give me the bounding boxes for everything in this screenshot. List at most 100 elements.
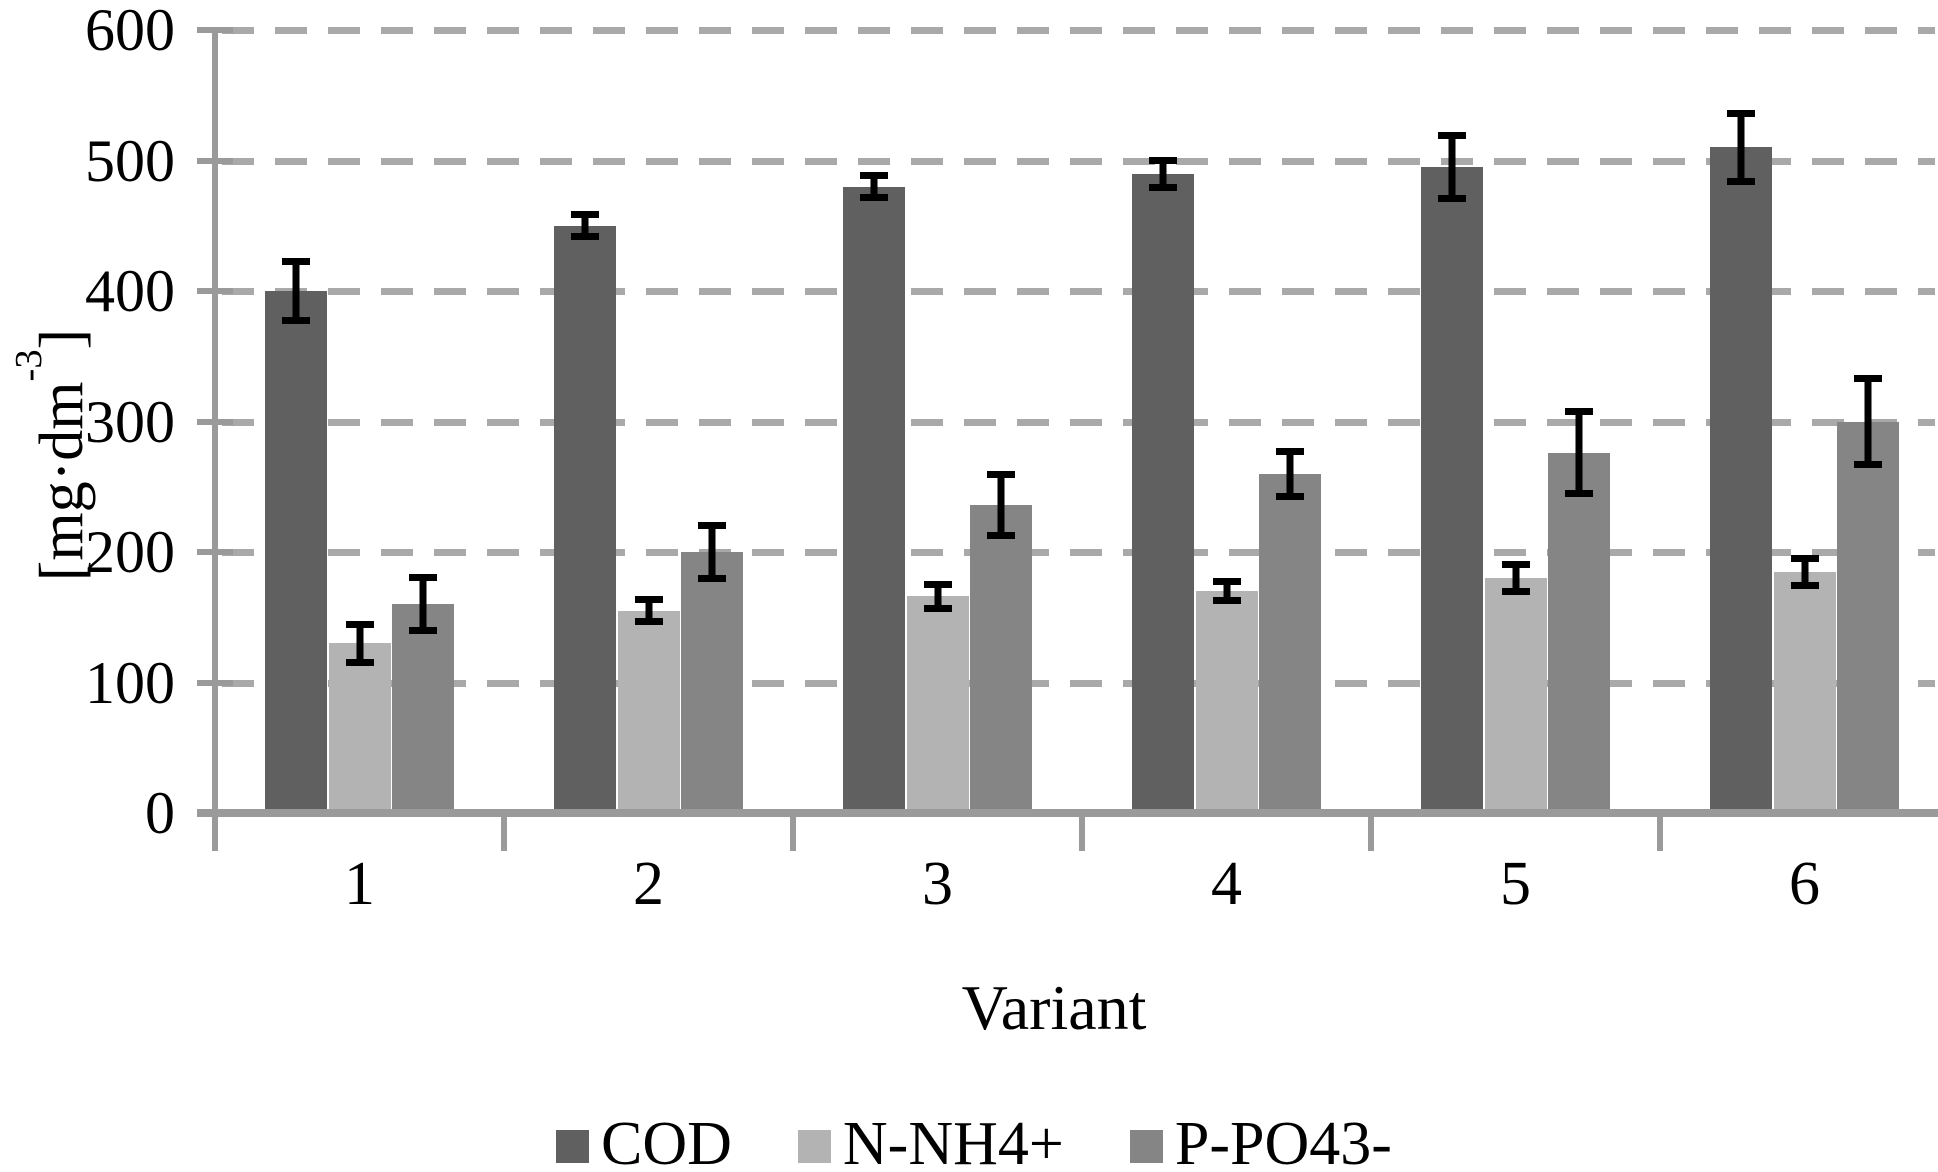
error-bar-p-po43--variant-1	[406, 574, 440, 635]
y-tick-label: 600	[85, 0, 175, 63]
error-bar-cap	[409, 627, 437, 635]
error-bar-cap	[698, 521, 726, 529]
error-bar-cap	[1149, 156, 1177, 164]
legend-label-n-nh4: N-NH4+	[842, 1110, 1064, 1172]
bar-p-po43--variant-5	[1548, 452, 1610, 813]
bar-n-nh4+-variant-2	[617, 610, 680, 813]
error-bar-cap	[860, 193, 888, 201]
bar-cod-variant-3	[843, 186, 905, 813]
error-bar-cap	[634, 596, 663, 604]
error-bar-cap	[1727, 178, 1755, 186]
error-bar-cap	[1565, 490, 1593, 498]
legend-item-n-nh4: N-NH4+	[797, 1110, 1064, 1172]
error-bar-stem	[1737, 109, 1745, 186]
error-bar-n-nh4+-variant-6	[1788, 554, 1822, 589]
gridline	[222, 549, 1935, 556]
legend-item-p-po4: P-PO43-	[1129, 1110, 1392, 1172]
error-bar-cap	[345, 621, 374, 629]
error-bar-cod-variant-3	[857, 172, 891, 201]
x-axis-title: Variant	[961, 972, 1147, 1043]
error-bar-cap	[634, 618, 663, 626]
error-bar-cap	[987, 531, 1015, 539]
error-bar-stem	[292, 258, 300, 324]
x-tick-label-variant-3: 3	[922, 850, 953, 918]
y-tick-label: 400	[85, 258, 175, 324]
error-bar-cod-variant-2	[568, 211, 602, 241]
error-bar-n-nh4+-variant-2	[632, 596, 666, 626]
bar-n-nh4+-variant-6	[1773, 571, 1836, 813]
x-axis-line	[197, 809, 1938, 817]
error-bar-cap	[345, 658, 374, 666]
error-bar-stem	[1286, 447, 1294, 500]
bar-cod-variant-1	[265, 291, 327, 813]
y-axis-line	[212, 27, 218, 847]
error-bar-stem	[708, 521, 716, 582]
x-axis-tick	[1079, 813, 1085, 851]
y-tick-label: 100	[85, 649, 175, 716]
error-bar-n-nh4+-variant-4	[1210, 578, 1244, 605]
bar-cod-variant-2	[554, 225, 616, 813]
error-bar-cap	[1854, 374, 1882, 382]
y-axis-title-suffix: ]	[27, 328, 96, 350]
error-bar-n-nh4+-variant-5	[1499, 561, 1533, 596]
gridline	[222, 27, 1935, 34]
gridline	[222, 418, 1935, 426]
error-bar-n-nh4+-variant-1	[343, 621, 377, 666]
bar-n-nh4+-variant-1	[328, 643, 391, 813]
bar-p-po43--variant-3	[970, 505, 1032, 813]
bar-cod-variant-6	[1710, 147, 1772, 813]
error-bar-cap	[1790, 581, 1819, 589]
error-bar-cap	[1501, 561, 1530, 569]
error-bar-stem	[934, 580, 941, 613]
error-bar-stem	[1801, 554, 1808, 589]
bar-n-nh4+-variant-4	[1195, 591, 1258, 813]
bar-cod-variant-5	[1421, 167, 1483, 813]
error-bar-stem	[645, 596, 652, 626]
gridline	[222, 157, 1935, 165]
error-bar-cap	[1212, 597, 1241, 605]
error-bar-cap	[409, 574, 437, 582]
error-bar-cap	[698, 575, 726, 582]
y-axis-title-superscript: -3	[7, 349, 50, 382]
bar-n-nh4+-variant-5	[1484, 578, 1547, 813]
error-bar-cap	[1438, 195, 1466, 203]
y-tick-label: 0	[145, 780, 175, 846]
error-bar-stem	[1223, 578, 1230, 605]
y-axis-title-text: [mg·dm	[27, 381, 96, 582]
gridline	[222, 288, 1935, 295]
error-bar-cap	[1854, 461, 1882, 469]
error-bar-stem	[1864, 374, 1872, 469]
error-bar-p-po43--variant-6	[1851, 374, 1885, 469]
legend-swatch-cod	[556, 1129, 589, 1163]
legend-label-p-po4: P-PO43-	[1174, 1110, 1392, 1172]
error-bar-cod-variant-6	[1724, 109, 1758, 186]
error-bar-cap	[1501, 588, 1530, 596]
error-bar-cap	[1276, 492, 1304, 500]
error-bar-stem	[1575, 408, 1583, 498]
error-bar-stem	[1448, 131, 1456, 203]
error-bar-cap	[923, 605, 952, 613]
error-bar-cap	[1790, 554, 1819, 562]
legend: COD N-NH4+ P-PO43-	[556, 1112, 1392, 1172]
error-bar-cap	[1727, 109, 1755, 117]
error-bar-cap	[571, 233, 599, 241]
error-bar-cap	[1149, 183, 1177, 191]
x-axis-tick	[1368, 813, 1374, 851]
error-bar-n-nh4+-variant-3	[921, 580, 955, 613]
error-bar-cap	[923, 580, 952, 588]
error-bar-cap	[571, 211, 599, 219]
y-tick-label: 200	[85, 519, 175, 585]
y-tick-label: 500	[85, 127, 175, 194]
x-tick-label-variant-4: 4	[1211, 850, 1242, 918]
x-tick-label-variant-2: 2	[633, 850, 664, 918]
error-bar-p-po43--variant-5	[1562, 408, 1596, 498]
error-bar-stem	[581, 211, 589, 241]
error-bar-cap	[282, 258, 310, 266]
error-bar-cap	[987, 471, 1015, 479]
x-tick-label-variant-6: 6	[1789, 850, 1820, 918]
x-axis-tick	[790, 813, 796, 851]
gridline	[222, 679, 1935, 687]
bar-p-po43--variant-1	[392, 604, 454, 813]
error-bar-cod-variant-1	[279, 258, 313, 324]
